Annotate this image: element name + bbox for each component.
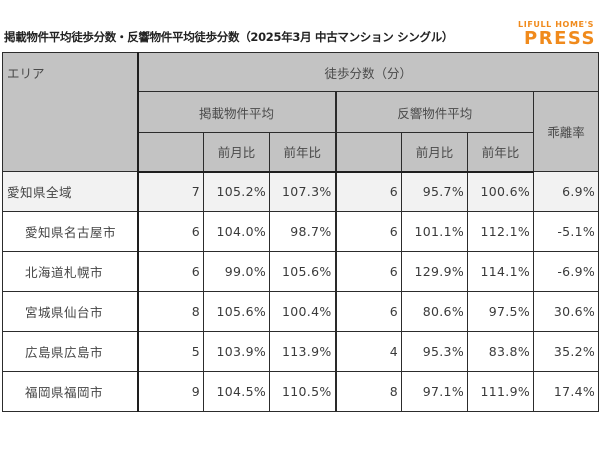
header-response-mom: 前月比 [401,132,468,173]
header-walking-minutes: 徒歩分数（分） [136,52,600,92]
listed-yoy: 98.7% [269,211,337,252]
divergence-rate: 35.2% [532,331,600,372]
table-row: 愛知県名古屋市 6 104.0% 98.7% 6 101.1% 112.1% -… [2,211,600,252]
table-row: 北海道札幌市 6 99.0% 105.6% 6 129.9% 114.1% -6… [2,251,600,292]
response-average: 8 [335,371,402,412]
logo-top-text: LIFULL HOME'S [518,20,594,29]
response-mom: 101.1% [401,211,468,252]
divergence-rate: 6.9% [532,171,600,212]
listed-average: 7 [137,171,204,212]
header-divergence-rate: 乖離率 [532,91,600,172]
listed-average: 6 [137,251,204,292]
page-title: 掲載物件平均徒歩分数・反響物件平均徒歩分数（2025年3月 中古マンション シン… [4,30,454,44]
listed-mom: 99.0% [203,251,270,292]
response-mom: 95.3% [401,331,468,372]
listed-yoy: 110.5% [269,371,337,412]
header-area: エリア [2,52,139,172]
header-listed-yoy: 前年比 [269,132,337,173]
table-row: 宮城県仙台市 8 105.6% 100.4% 6 80.6% 97.5% 30.… [2,291,600,332]
response-yoy: 114.1% [467,251,534,292]
table-row: 福岡県福岡市 9 104.5% 110.5% 8 97.1% 111.9% 17… [2,371,600,412]
divergence-rate: -5.1% [532,211,600,252]
area-name: 広島県広島市 [2,331,139,372]
listed-mom: 105.6% [203,291,270,332]
area-name: 宮城県仙台市 [2,291,139,332]
lifull-homes-press-logo: LIFULL HOME'S PRESS [518,21,596,48]
response-average: 4 [335,331,402,372]
response-yoy: 100.6% [467,171,534,212]
header-listed-avg-blank [137,132,204,173]
header-response-average: 反響物件平均 [335,91,534,133]
header-response-avg-blank [335,132,402,173]
listed-mom: 103.9% [203,331,270,372]
area-name: 愛知県全域 [2,171,139,212]
logo-bottom-text: PRESS [524,28,596,49]
response-mom: 95.7% [401,171,468,212]
listed-yoy: 100.4% [269,291,337,332]
response-yoy: 111.9% [467,371,534,412]
response-mom: 80.6% [401,291,468,332]
listed-yoy: 107.3% [269,171,337,212]
area-name: 愛知県名古屋市 [2,211,139,252]
listed-average: 5 [137,331,204,372]
response-yoy: 97.5% [467,291,534,332]
header-listed-average: 掲載物件平均 [137,91,337,133]
area-name: 北海道札幌市 [2,251,139,292]
listed-mom: 104.5% [203,371,270,412]
response-yoy: 83.8% [467,331,534,372]
area-name: 福岡県福岡市 [2,371,139,412]
response-average: 6 [335,171,402,212]
response-average: 6 [335,211,402,252]
divergence-rate: 30.6% [532,291,600,332]
header-response-yoy: 前年比 [467,132,534,173]
response-average: 6 [335,291,402,332]
walking-minutes-table: エリア 徒歩分数（分） 掲載物件平均 反響物件平均 乖離率 前月比 前年比 前月… [2,52,600,412]
listed-mom: 104.0% [203,211,270,252]
listed-yoy: 105.6% [269,251,337,292]
divergence-rate: -6.9% [532,251,600,292]
response-average: 6 [335,251,402,292]
response-mom: 129.9% [401,251,468,292]
listed-yoy: 113.9% [269,331,337,372]
header-listed-mom: 前月比 [203,132,270,173]
listed-mom: 105.2% [203,171,270,212]
listed-average: 6 [137,211,204,252]
divergence-rate: 17.4% [532,371,600,412]
table-row: 愛知県全域 7 105.2% 107.3% 6 95.7% 100.6% 6.9… [2,171,600,212]
response-mom: 97.1% [401,371,468,412]
listed-average: 8 [137,291,204,332]
listed-average: 9 [137,371,204,412]
table-row: 広島県広島市 5 103.9% 113.9% 4 95.3% 83.8% 35.… [2,331,600,372]
response-yoy: 112.1% [467,211,534,252]
